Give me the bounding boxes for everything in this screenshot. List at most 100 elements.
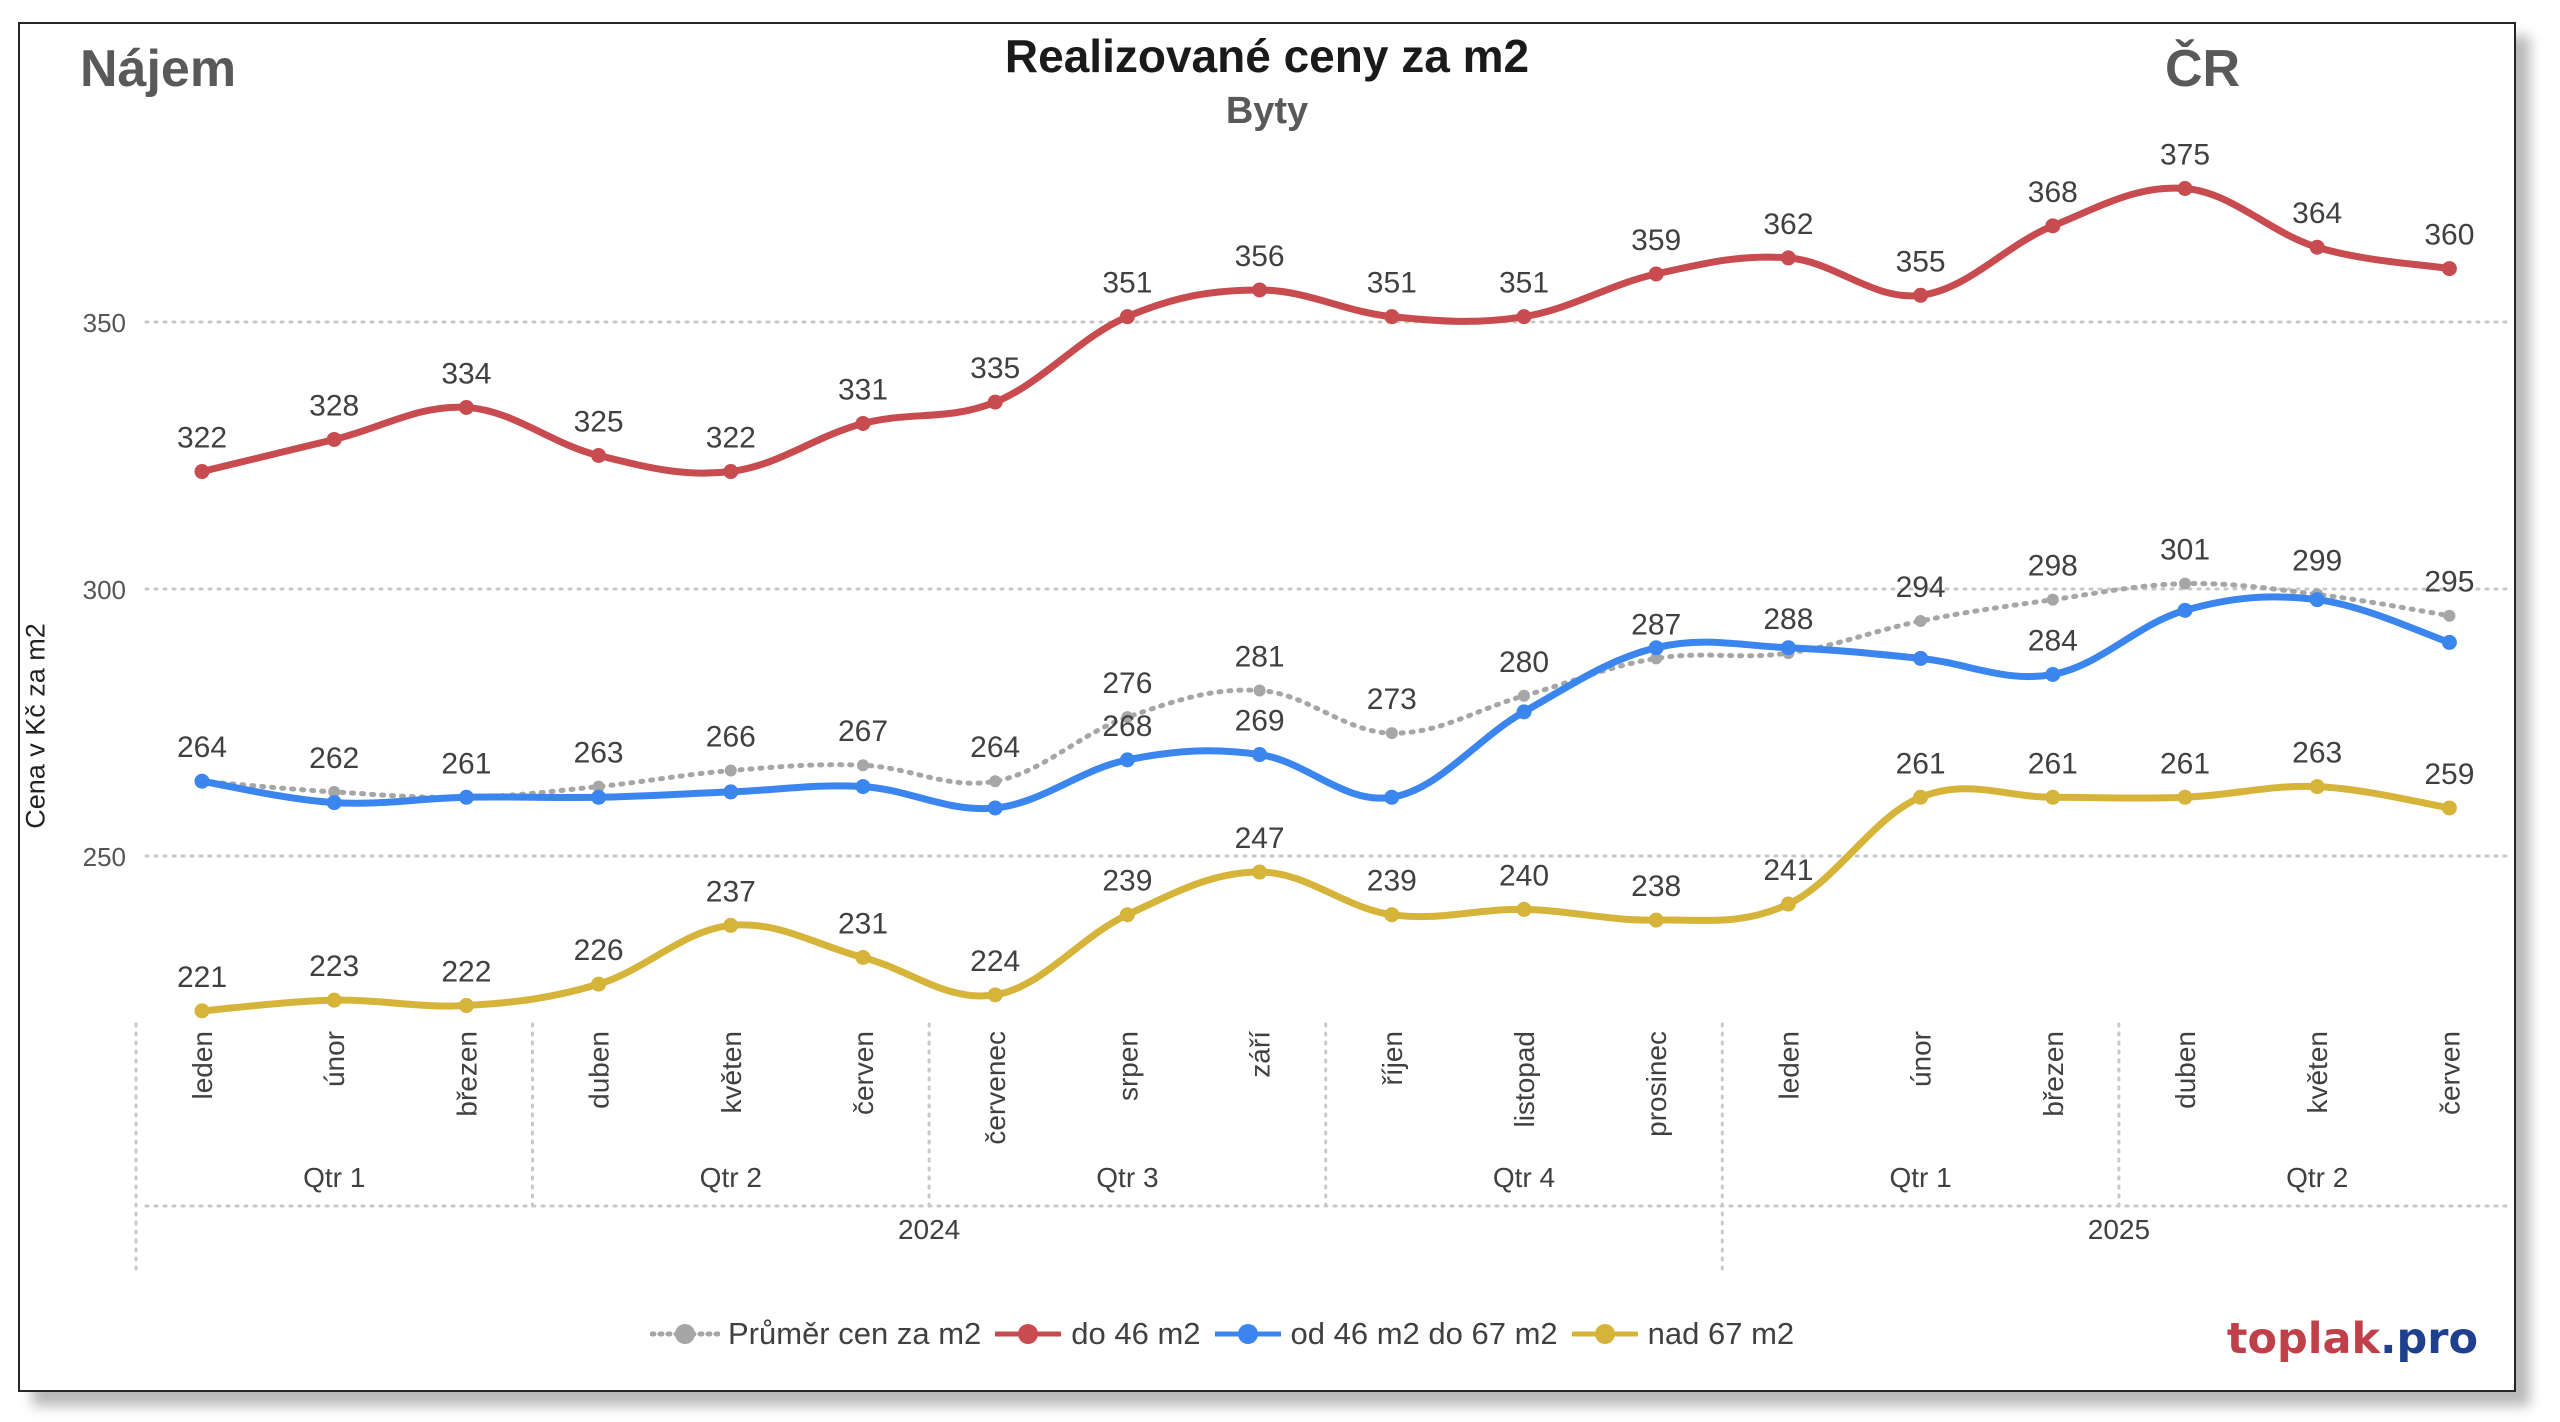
legend-label-average: Průměr cen za m2 — [728, 1316, 982, 1351]
data-point-3-13 — [1913, 789, 1929, 805]
legend-item-large[interactable]: nad 67 m2 — [1570, 1316, 1795, 1352]
data-label-1-8: 356 — [1235, 240, 1285, 273]
data-point-1-2 — [458, 399, 474, 415]
legend: Průměr cen za m2 do 46 m2 od 46 m2 do 67… — [650, 1314, 1806, 1354]
data-point-3-10 — [1516, 901, 1532, 917]
brand-logo: toplak.pro — [2227, 1314, 2478, 1364]
data-label-0-13: 294 — [1896, 571, 1946, 604]
x-month-label: květen — [2302, 1031, 2333, 1114]
data-point-3-7 — [1119, 907, 1135, 923]
data-point-1-8 — [1252, 282, 1268, 298]
data-point-1-3 — [591, 448, 607, 463]
x-quarter-label: Qtr 4 — [1493, 1162, 1555, 1193]
data-point-1-0 — [194, 464, 210, 480]
legend-item-medium[interactable]: od 46 m2 do 67 m2 — [1213, 1316, 1558, 1352]
data-label-1-5: 331 — [838, 373, 888, 406]
data-label-1-15: 375 — [2160, 139, 2210, 172]
x-quarter-label: Qtr 3 — [1096, 1162, 1158, 1193]
data-point-1-6 — [987, 394, 1003, 410]
data-label-3-4: 237 — [706, 875, 756, 908]
data-point-1-16 — [2309, 239, 2325, 255]
data-point-2-13 — [1913, 650, 1929, 666]
data-label-0-9: 273 — [1367, 683, 1417, 716]
series-line-2 — [198, 593, 2453, 813]
data-label-3-0: 221 — [177, 961, 227, 994]
x-quarter-label: Qtr 2 — [700, 1162, 762, 1193]
data-point-3-9 — [1384, 907, 1400, 923]
legend-label-small: do 46 m2 — [1071, 1316, 1201, 1351]
data-label-0-8: 281 — [1235, 640, 1285, 673]
data-point-3-12 — [1780, 896, 1796, 912]
data-point-3-5 — [855, 949, 871, 965]
data-label-3-9: 239 — [1367, 865, 1417, 898]
x-month-label: říjen — [1377, 1031, 1408, 1085]
data-point-0-11 — [1650, 652, 1663, 665]
data-label-1-6: 335 — [970, 352, 1020, 385]
data-label-0-7: 276 — [1102, 667, 1152, 700]
data-label-1-12: 362 — [1763, 208, 1813, 241]
data-point-2-14 — [2045, 666, 2061, 682]
data-label-1-0: 322 — [177, 422, 227, 455]
data-label-0-12: 288 — [1763, 603, 1813, 636]
data-point-3-3 — [591, 976, 607, 992]
data-label-0-4: 266 — [706, 721, 756, 754]
data-point-0-5 — [857, 759, 869, 772]
data-point-1-5 — [855, 415, 871, 431]
data-label-2-14: 284 — [2028, 624, 2078, 657]
data-label-0-14: 298 — [2028, 550, 2078, 583]
data-point-0-1 — [328, 785, 341, 798]
data-point-1-15 — [2177, 181, 2193, 196]
x-month-label: prosinec — [1641, 1031, 1672, 1137]
x-month-label: červenec — [980, 1031, 1011, 1145]
legend-label-large: nad 67 m2 — [1647, 1316, 1795, 1351]
x-month-label: březen — [451, 1031, 482, 1117]
data-point-3-16 — [2309, 779, 2325, 795]
chart-subtitle: Byty — [1225, 90, 1309, 132]
data-label-3-11: 238 — [1631, 870, 1681, 903]
data-point-0-6 — [989, 775, 1002, 788]
line-chart: 250 300 350 264 262 261 263 266 267 264 276 281 273 2… — [83, 139, 2508, 1271]
x-month-label: leden — [1773, 1031, 1804, 1100]
data-point-3-11 — [1648, 912, 1664, 928]
data-label-1-17: 360 — [2424, 219, 2474, 252]
x-month-label: listopad — [1509, 1031, 1540, 1128]
y-tick-label: 250 — [83, 842, 126, 872]
data-label-0-15: 301 — [2160, 534, 2210, 567]
data-label-0-10: 280 — [1499, 646, 1549, 679]
data-point-0-3 — [592, 780, 605, 793]
data-label-0-3: 263 — [574, 737, 624, 770]
data-point-1-14 — [2045, 218, 2061, 234]
data-point-1-7 — [1119, 309, 1135, 325]
data-label-3-2: 222 — [441, 956, 491, 989]
chart-title: Realizované ceny za m2 — [1004, 30, 1530, 82]
chart-frame: Nájem Realizované ceny za m2 Byty ČR Cen… — [18, 22, 2516, 1392]
legend-item-small[interactable]: do 46 m2 — [993, 1316, 1201, 1352]
data-label-3-15: 261 — [2160, 747, 2210, 780]
data-label-0-6: 264 — [970, 731, 1020, 764]
data-label-0-0: 264 — [177, 731, 227, 764]
x-quarter-label: Qtr 1 — [303, 1162, 365, 1193]
data-label-1-7: 351 — [1102, 267, 1152, 300]
data-point-1-12 — [1780, 250, 1796, 266]
data-label-3-12: 241 — [1763, 854, 1813, 887]
x-year-label: 2024 — [898, 1214, 960, 1245]
series-line-1 — [198, 184, 2453, 477]
legend-item-average[interactable]: Průměr cen za m2 — [650, 1316, 981, 1352]
data-label-1-10: 351 — [1499, 267, 1549, 300]
data-point-0-15 — [2179, 577, 2191, 590]
data-point-3-0 — [194, 1003, 210, 1019]
legend-marker-average — [650, 1324, 720, 1344]
data-label-0-16: 299 — [2292, 544, 2342, 577]
data-label-3-6: 224 — [970, 945, 1020, 978]
data-label-0-5: 267 — [838, 715, 888, 748]
data-label-1-13: 355 — [1896, 245, 1946, 278]
data-label-0-17: 295 — [2424, 566, 2474, 599]
data-point-2-6 — [987, 800, 1003, 816]
x-year-label: 2025 — [2088, 1214, 2150, 1245]
data-point-2-0 — [194, 773, 210, 789]
data-point-2-8 — [1252, 747, 1268, 763]
x-quarter-label: Qtr 1 — [1889, 1162, 1951, 1193]
data-point-3-17 — [2441, 800, 2457, 816]
data-point-0-10 — [1518, 689, 1530, 702]
legend-label-medium: od 46 m2 do 67 m2 — [1290, 1316, 1558, 1351]
